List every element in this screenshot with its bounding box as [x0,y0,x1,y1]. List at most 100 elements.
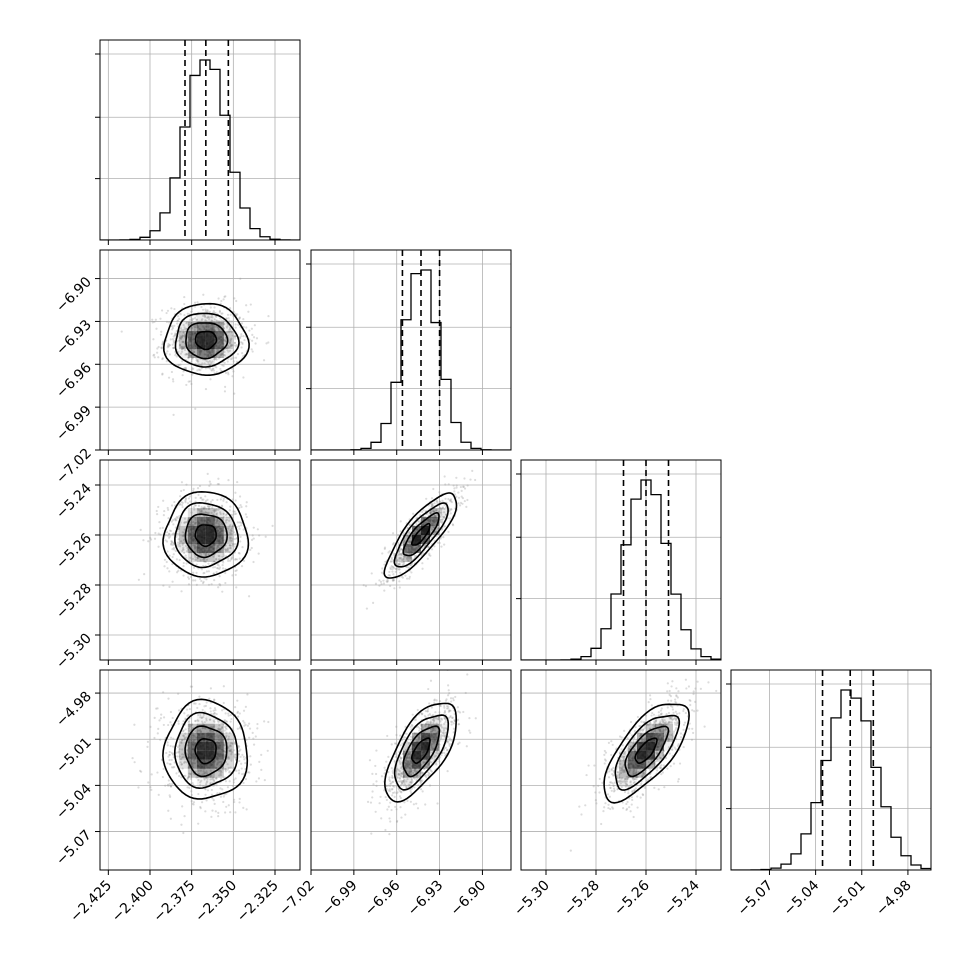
sample-point [439,507,442,510]
sample-point [171,548,174,551]
density-cell [196,759,206,769]
sample-point [241,341,244,344]
sample-point [153,356,156,359]
sample-point [205,799,208,802]
sample-point [213,306,216,309]
sample-point [171,519,175,522]
density-cell [205,340,215,349]
sample-point [165,311,168,315]
density-cell [421,526,430,535]
sample-point [208,697,211,700]
sample-point [225,518,229,521]
sample-point [176,315,180,318]
sample-point [237,744,240,748]
sample-point [228,770,231,773]
sample-point [225,512,228,516]
density-cell [412,526,421,535]
density-cell [430,508,439,517]
sample-point [208,480,211,483]
sample-point [212,730,215,733]
sample-point [214,357,218,360]
sample-point [389,801,392,804]
sample-point [638,724,641,728]
sample-point [215,513,218,517]
sample-point [440,521,444,524]
sample-point [444,734,447,737]
sample-point [242,719,245,723]
sample-point [140,770,143,773]
sample-point [228,345,232,348]
sample-point [232,360,235,363]
sample-point [223,353,226,357]
sample-point [405,762,408,765]
sample-point [443,475,446,478]
sample-point [408,531,411,534]
sample-point [382,579,385,582]
sample-point [428,713,431,716]
sample-point [212,712,215,716]
sample-point [430,770,434,773]
sample-point [390,782,393,785]
sample-point [442,731,445,734]
sample-point [393,760,396,763]
sample-point [427,762,430,765]
sample-point [446,748,449,751]
sample-point [430,743,433,746]
sample-point [227,738,230,741]
sample-point [183,521,186,524]
sample-point [187,548,190,551]
sample-point [225,728,228,731]
contour-line [174,501,239,569]
sample-point [229,537,232,540]
sample-point [211,777,214,780]
sample-point [402,752,405,755]
density-cell [430,741,439,751]
sample-point [463,663,465,665]
sample-point [183,348,187,352]
sample-point [608,770,611,773]
sample-point [435,763,438,766]
sample-point [715,689,718,693]
sample-point [232,370,235,373]
density-cell [412,750,421,760]
sample-point [205,781,208,784]
sample-point [205,578,208,581]
sample-point [400,756,403,760]
sample-point [430,746,433,749]
sample-point [450,723,453,726]
sample-point [199,784,202,787]
sample-point [190,326,193,329]
sample-point [194,407,197,411]
sample-point [430,510,433,513]
sample-point [428,553,431,557]
sample-point [178,337,182,340]
sample-point [392,565,395,569]
sample-point [396,559,399,562]
sample-point [191,557,194,561]
sample-point [195,776,198,779]
sample-point [182,330,185,333]
sample-point [256,727,259,730]
sample-point [202,498,205,501]
sample-point [171,745,175,748]
contour-line [185,322,229,360]
density-cell [196,535,206,544]
sample-point [233,512,236,516]
sample-point [396,819,399,823]
sample-point [169,338,172,341]
sample-point [443,734,446,738]
sample-point [217,815,220,818]
sample-point [403,779,406,782]
sample-point [169,535,172,538]
sample-point [192,571,195,574]
sample-point [445,506,448,509]
density-cell [214,349,224,358]
sample-point [252,743,256,746]
sample-point [227,714,230,717]
density-cell [205,714,215,724]
sample-point [365,607,369,610]
sample-point [241,352,244,355]
sample-point [203,506,206,509]
sample-point [182,729,185,732]
histogram-step [311,269,511,450]
